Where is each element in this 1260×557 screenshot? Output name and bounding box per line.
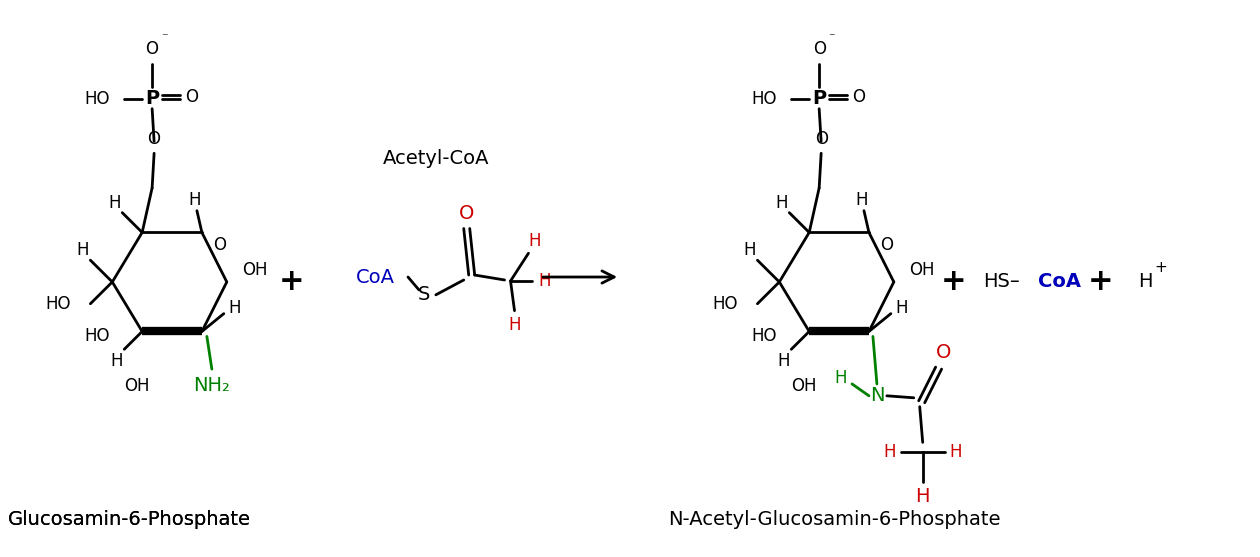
Text: H: H bbox=[528, 232, 541, 251]
Text: OH: OH bbox=[791, 377, 816, 395]
Text: CoA: CoA bbox=[1038, 272, 1081, 291]
Text: H: H bbox=[775, 194, 788, 212]
Text: Glucosamin-6-Phosphate: Glucosamin-6-Phosphate bbox=[8, 510, 251, 529]
Text: N-Acetyl-Glucosamin-6-Phosphate: N-Acetyl-Glucosamin-6-Phosphate bbox=[668, 510, 1000, 529]
Text: +: + bbox=[1154, 260, 1168, 275]
Text: O: O bbox=[146, 40, 159, 58]
Text: ⁻: ⁻ bbox=[161, 31, 168, 44]
Text: HO: HO bbox=[84, 90, 111, 108]
Text: H: H bbox=[777, 352, 790, 370]
Text: O: O bbox=[147, 130, 160, 148]
Text: OH: OH bbox=[908, 261, 935, 279]
Text: OH: OH bbox=[242, 261, 267, 279]
Text: Acetyl-CoA: Acetyl-CoA bbox=[383, 149, 489, 168]
Text: HO: HO bbox=[84, 328, 110, 345]
Text: ⁻: ⁻ bbox=[828, 31, 834, 44]
Text: +: + bbox=[278, 267, 305, 296]
Text: H: H bbox=[883, 443, 896, 461]
Text: HS–: HS– bbox=[984, 272, 1021, 291]
Text: H: H bbox=[835, 369, 847, 387]
Text: +: + bbox=[941, 267, 966, 296]
Text: O: O bbox=[813, 40, 825, 58]
Text: HO: HO bbox=[45, 295, 71, 312]
Text: HO: HO bbox=[752, 328, 777, 345]
Text: H: H bbox=[508, 315, 520, 334]
Text: H: H bbox=[949, 443, 961, 461]
Text: P: P bbox=[813, 89, 827, 108]
Text: H: H bbox=[896, 299, 908, 317]
Text: H: H bbox=[189, 191, 202, 209]
Text: H: H bbox=[743, 241, 756, 260]
Text: O: O bbox=[815, 130, 828, 148]
Text: OH: OH bbox=[125, 377, 150, 395]
Text: H: H bbox=[1138, 272, 1152, 291]
Text: H: H bbox=[228, 299, 241, 317]
Text: +: + bbox=[1089, 267, 1114, 296]
Text: O: O bbox=[459, 204, 475, 223]
Text: P: P bbox=[145, 89, 159, 108]
Text: H: H bbox=[108, 194, 121, 212]
Text: O: O bbox=[853, 88, 866, 106]
Text: H: H bbox=[110, 352, 122, 370]
Text: CoA: CoA bbox=[357, 267, 396, 286]
Text: H: H bbox=[538, 272, 551, 290]
Text: O: O bbox=[936, 343, 951, 361]
Text: O: O bbox=[213, 236, 226, 255]
Text: Glucosamin-6-Phosphate: Glucosamin-6-Phosphate bbox=[8, 510, 251, 529]
Text: NH₂: NH₂ bbox=[194, 377, 231, 395]
Text: H: H bbox=[916, 487, 930, 506]
Text: O: O bbox=[879, 236, 893, 255]
Text: N: N bbox=[869, 387, 885, 405]
Text: H: H bbox=[76, 241, 88, 260]
Text: H: H bbox=[856, 191, 868, 209]
Text: S: S bbox=[418, 285, 430, 304]
Text: HO: HO bbox=[752, 90, 777, 108]
Text: HO: HO bbox=[712, 295, 737, 312]
Text: O: O bbox=[185, 88, 198, 106]
